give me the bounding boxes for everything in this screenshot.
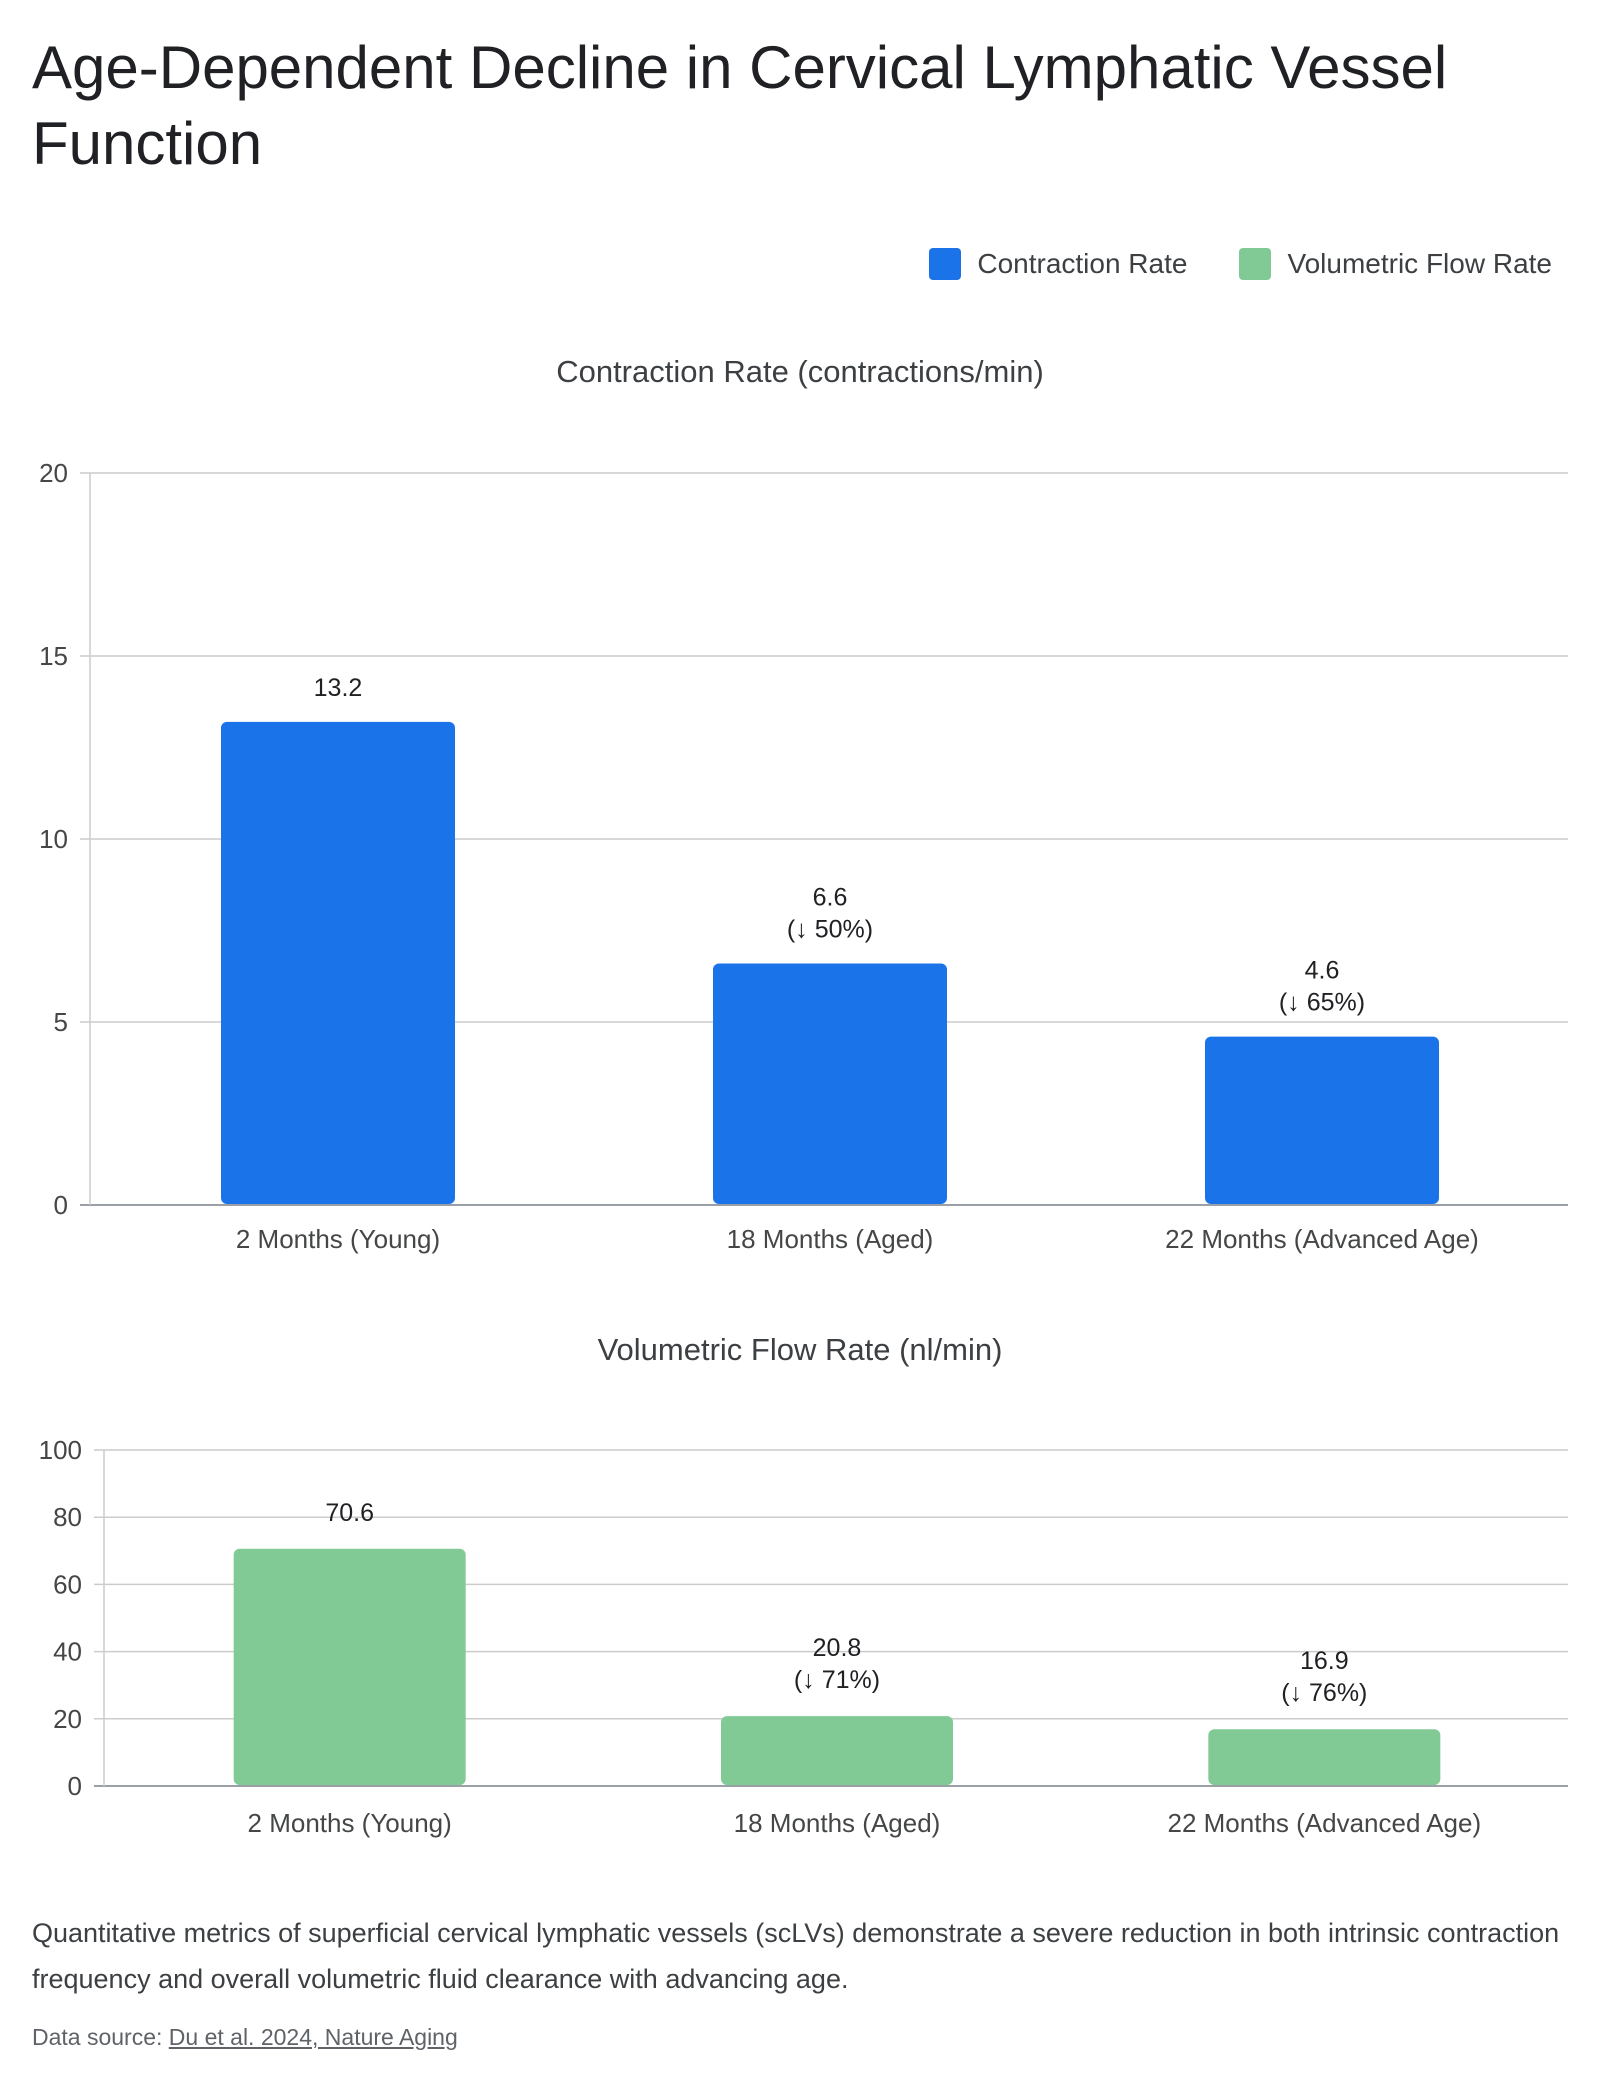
- contraction-category-label-2-months: 2 Months (Young): [236, 1224, 440, 1254]
- flow-ytick-label: 20: [53, 1704, 82, 1734]
- flow-data-label-22-months: (↓ 76%): [1281, 1679, 1367, 1707]
- contraction-category-label-18-months: 18 Months (Aged): [727, 1224, 934, 1254]
- legend-label-volumetric-flow-rate: Volumetric Flow Rate: [1287, 248, 1552, 279]
- volumetric-flow-chart: 0 20 40 60 80 100 70.6 2 Months (Young) 20.8 (↓ 7…: [39, 1435, 1568, 1838]
- flow-bar-2-months: [233, 1548, 466, 1785]
- data-source: Data source: Du et al. 2024, Nature Agin…: [32, 2024, 458, 2051]
- contraction-data-label-22-months: (↓ 65%): [1279, 989, 1365, 1017]
- flow-data-label-2-months: 70.6: [325, 1499, 374, 1527]
- flow-ytick-label: 100: [39, 1435, 82, 1465]
- flow-category-label-2-months: 2 Months (Young): [248, 1808, 452, 1838]
- page-title: Age-Dependent Decline in Cervical Lympha…: [32, 34, 1448, 177]
- contraction-ytick-label: 0: [54, 1190, 68, 1220]
- contraction-bar-18-months: [713, 963, 947, 1204]
- data-source-link[interactable]: Du et al. 2024, Nature Aging: [168, 2024, 458, 2050]
- flow-data-label-18-months: (↓ 71%): [794, 1666, 880, 1694]
- flow-data-label-18-months: 20.8: [813, 1634, 862, 1662]
- contraction-data-label-18-months: 6.6: [813, 883, 848, 911]
- contraction-data-label-18-months: (↓ 50%): [787, 915, 873, 943]
- contraction-ytick-label: 10: [39, 824, 68, 854]
- flow-ytick-label: 60: [53, 1569, 82, 1599]
- contraction-bar-22-months: [1205, 1036, 1439, 1204]
- flow-data-label-22-months: 16.9: [1300, 1647, 1349, 1675]
- contraction-data-label-2-months: 13.2: [314, 674, 363, 702]
- legend: Contraction Rate Volumetric Flow Rate: [929, 248, 1552, 280]
- legend-item-volumetric-flow-rate: Volumetric Flow Rate: [1239, 248, 1552, 280]
- contraction-bar-2-months: [221, 721, 455, 1204]
- legend-swatch-contraction-rate: [929, 248, 962, 280]
- flow-chart-title: Volumetric Flow Rate (nl/min): [597, 1332, 1003, 1367]
- flow-category-label-22-months: 22 Months (Advanced Age): [1168, 1808, 1482, 1838]
- flow-bar-22-months: [1208, 1729, 1441, 1785]
- chart-description: Quantitative metrics of superficial cerv…: [32, 1918, 1560, 1994]
- legend-label-contraction-rate: Contraction Rate: [977, 248, 1188, 279]
- flow-ytick-label: 40: [53, 1637, 82, 1667]
- legend-swatch-volumetric-flow-rate: [1239, 248, 1272, 280]
- contraction-chart-title: Contraction Rate (contractions/min): [556, 354, 1044, 389]
- contraction-ytick-label: 5: [54, 1007, 68, 1037]
- legend-item-contraction-rate: Contraction Rate: [929, 248, 1187, 280]
- contraction-category-label-22-months: 22 Months (Advanced Age): [1165, 1224, 1479, 1254]
- flow-ytick-label: 0: [68, 1771, 82, 1801]
- flow-ytick-label: 80: [53, 1502, 82, 1532]
- data-source-prefix: Data source:: [32, 2024, 169, 2050]
- contraction-data-label-22-months: 4.6: [1305, 957, 1340, 985]
- contraction-rate-chart: 0 5 10 15 20 13.2 2 Months (Young) 6.6 (↓ 50%) 18…: [39, 458, 1568, 1254]
- flow-category-label-18-months: 18 Months (Aged): [734, 1808, 941, 1838]
- contraction-ytick-label: 15: [39, 641, 68, 671]
- contraction-ytick-label: 20: [39, 458, 68, 488]
- flow-bar-18-months: [721, 1716, 953, 1785]
